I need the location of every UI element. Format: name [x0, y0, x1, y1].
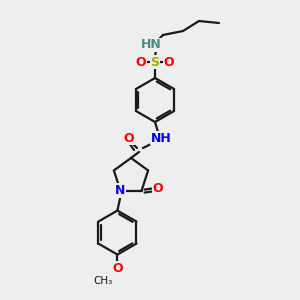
Text: O: O	[124, 131, 134, 145]
Text: CH₃: CH₃	[94, 276, 113, 286]
Text: HN: HN	[141, 38, 161, 52]
Text: O: O	[152, 182, 163, 195]
Text: O: O	[164, 56, 174, 68]
Text: O: O	[112, 262, 123, 275]
Text: N: N	[115, 184, 126, 197]
Text: NH: NH	[151, 131, 171, 145]
Text: S: S	[151, 56, 160, 68]
Text: O: O	[136, 56, 146, 68]
